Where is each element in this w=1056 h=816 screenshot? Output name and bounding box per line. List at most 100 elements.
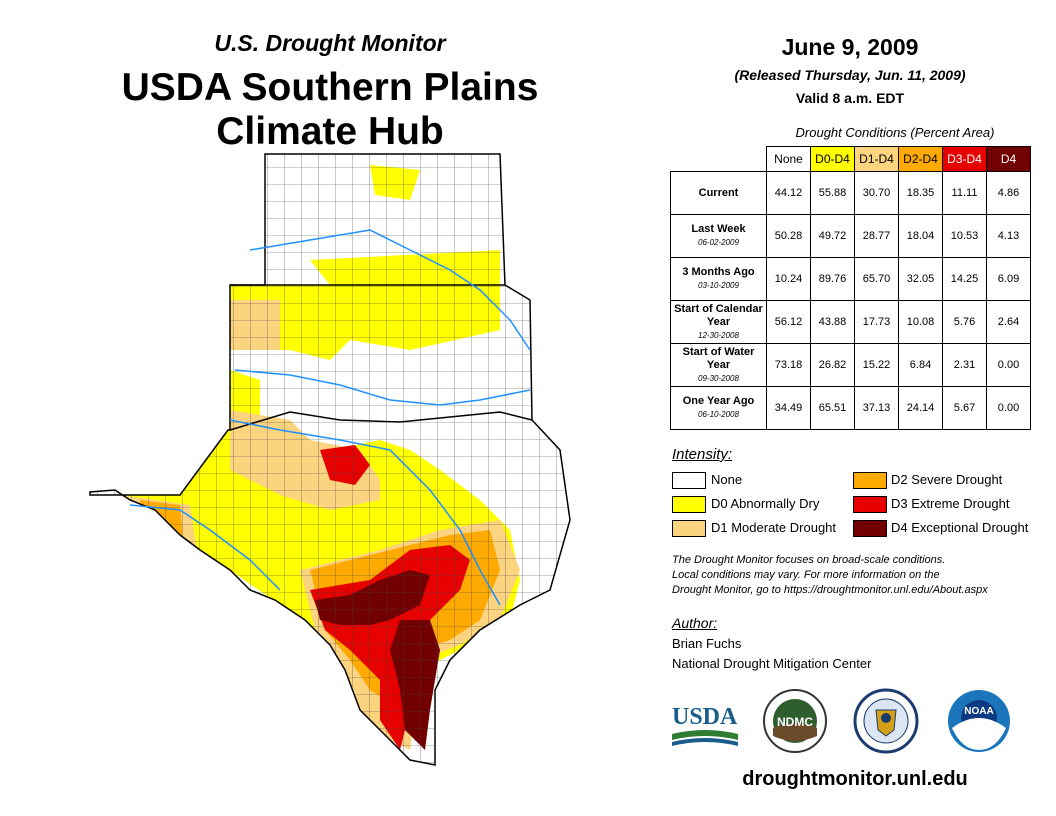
legend-label-d1: D1 Moderate Drought	[711, 520, 837, 535]
map-title-line1: USDA Southern Plains	[121, 66, 539, 109]
disclaimer-note: The Drought Monitor focuses on broad-sca…	[672, 553, 1012, 598]
table-row: Start of Calendar Year 12-30-2008 56.12 43.…	[670, 300, 1031, 344]
row-label-text: One Year Ago	[682, 395, 755, 407]
legend-label-d2: D2 Severe Drought	[891, 472, 1003, 487]
table-row: Start of Water Year 09-30-2008 73.18 26.82 1…	[670, 343, 1031, 387]
table-cell: 34.49	[766, 386, 811, 430]
table-cell: 6.09	[986, 257, 1031, 301]
table-cell: 15.22	[854, 343, 899, 387]
table-row: Last Week 06-02-2009 50.28 49.72 28.77 18.04 1…	[670, 214, 1031, 258]
row-label-text: Current	[698, 186, 739, 199]
commerce-seal-logo	[853, 688, 919, 754]
table-cell: 10.53	[942, 214, 987, 258]
row-label-text: Last Week	[691, 223, 746, 235]
table-row: 3 Months Ago 03-10-2009 10.24 89.76 65.70 32.…	[670, 257, 1031, 301]
row-date: 06-02-2009	[698, 238, 739, 247]
table-cell: 18.35	[898, 171, 943, 215]
table-body: Current 44.12 55.88 30.70 18.35 11.11 4.86 Last…	[670, 171, 1031, 430]
row-date: 09-30-2008	[698, 373, 739, 383]
legend-label-none: None	[711, 472, 743, 487]
author-org: National Drought Mitigation Center	[672, 656, 872, 671]
table-cell: 43.88	[810, 300, 855, 344]
valid-time: Valid 8 a.m. EDT	[795, 90, 905, 106]
row-label: Start of Water Year 09-30-2008	[670, 343, 767, 387]
map-date: June 9, 2009	[781, 34, 919, 60]
row-date: 03-10-2009	[698, 281, 739, 290]
table-caption: Drought Conditions (Percent Area)	[795, 125, 995, 140]
table-cell: 26.82	[810, 343, 855, 387]
table-cell: 89.76	[810, 257, 855, 301]
legend-swatch-d2	[853, 472, 887, 489]
state-border-ok-tx	[229, 411, 533, 431]
note-line3: Drought Monitor, go to https://droughtmo…	[672, 584, 988, 596]
table-cell: 4.13	[986, 214, 1031, 258]
table-cell: 65.51	[810, 386, 855, 430]
row-label-text: 3 Months Ago	[682, 266, 755, 278]
table-cell: 4.86	[986, 171, 1031, 215]
table-cell: 10.24	[766, 257, 811, 301]
row-label-text: Start of Calendar Year	[674, 302, 763, 328]
table-cell: 55.88	[810, 171, 855, 215]
table-cell: 6.84	[898, 343, 943, 387]
row-label-text: Start of Water Year	[682, 345, 755, 371]
ndmc-logo: NDMC	[763, 689, 827, 753]
table-cell: 30.70	[854, 171, 899, 215]
note-line2: Local conditions may vary. For more info…	[672, 569, 940, 581]
county-lines	[90, 154, 570, 765]
col-header-d4: D4	[986, 146, 1031, 172]
table-cell: 0.00	[986, 386, 1031, 430]
noaa-logo: NOAA	[948, 690, 1010, 752]
row-label: One Year Ago 06-10-2008	[670, 386, 767, 430]
table-cell: 5.67	[942, 386, 987, 430]
table-cell: 5.76	[942, 300, 987, 344]
author-name: Brian Fuchs	[672, 636, 742, 651]
usda-logo: USDA	[672, 704, 738, 746]
river-arkansas	[249, 229, 531, 351]
table-cell: 65.70	[854, 257, 899, 301]
table-cell: 24.14	[898, 386, 943, 430]
author-title: Author:	[672, 615, 718, 631]
col-header-d0-d4: D0-D4	[810, 146, 855, 172]
river-canadian	[234, 369, 531, 406]
table-cell: 14.25	[942, 257, 987, 301]
footer-url[interactable]: droughtmonitor.unl.edu	[742, 768, 968, 790]
note-line1: The Drought Monitor focuses on broad-sca…	[672, 554, 946, 566]
col-header-d2-d4: D2-D4	[898, 146, 943, 172]
map-title-line2: Climate Hub	[216, 110, 444, 153]
table-cell: 32.05	[898, 257, 943, 301]
drought-regions	[90, 154, 570, 765]
legend-swatch-d1	[672, 520, 706, 537]
release-date: (Released Thursday, Jun. 11, 2009)	[734, 67, 966, 83]
river-pecos	[129, 504, 281, 591]
table-cell: 73.18	[766, 343, 811, 387]
legend-title: Intensity:	[672, 446, 733, 463]
legend-swatch-d4	[853, 520, 887, 537]
table-cell: 37.13	[854, 386, 899, 430]
table-cell: 50.28	[766, 214, 811, 258]
map-title: USDA Southern Plains Climate Hub	[70, 66, 590, 154]
table-row: One Year Ago 06-10-2008 34.49 65.51 37.13 24.…	[670, 386, 1031, 430]
legend-label-d4: D4 Exceptional Drought	[891, 520, 1029, 535]
row-label: Start of Calendar Year 12-30-2008	[670, 300, 767, 344]
table-cell: 56.12	[766, 300, 811, 344]
table-cell: 2.64	[986, 300, 1031, 344]
col-header-d3-d4: D3-D4	[942, 146, 987, 172]
table-cell: 10.08	[898, 300, 943, 344]
table-cell: 11.11	[942, 171, 987, 215]
row-date: 12-30-2008	[698, 330, 739, 340]
row-label: Current	[670, 171, 767, 215]
col-header-none: None	[766, 146, 811, 172]
river-red-brazos	[229, 419, 501, 606]
table-cell: 44.12	[766, 171, 811, 215]
ndmc-logo-text: NDMC	[777, 715, 813, 729]
usda-logo-text: USDA	[672, 704, 738, 730]
legend-label-d0: D0 Abnormally Dry	[711, 496, 820, 511]
table-header-row: None D0-D4 D1-D4 D2-D4 D3-D4 D4	[670, 146, 1031, 172]
table-cell: 17.73	[854, 300, 899, 344]
table-corner	[670, 146, 767, 172]
drought-map	[89, 153, 571, 766]
drought-conditions-table: None D0-D4 D1-D4 D2-D4 D3-D4 D4 Current 4…	[670, 146, 1031, 430]
table-cell: 0.00	[986, 343, 1031, 387]
legend-swatch-d3	[853, 496, 887, 513]
row-label: 3 Months Ago 03-10-2009	[670, 257, 767, 301]
